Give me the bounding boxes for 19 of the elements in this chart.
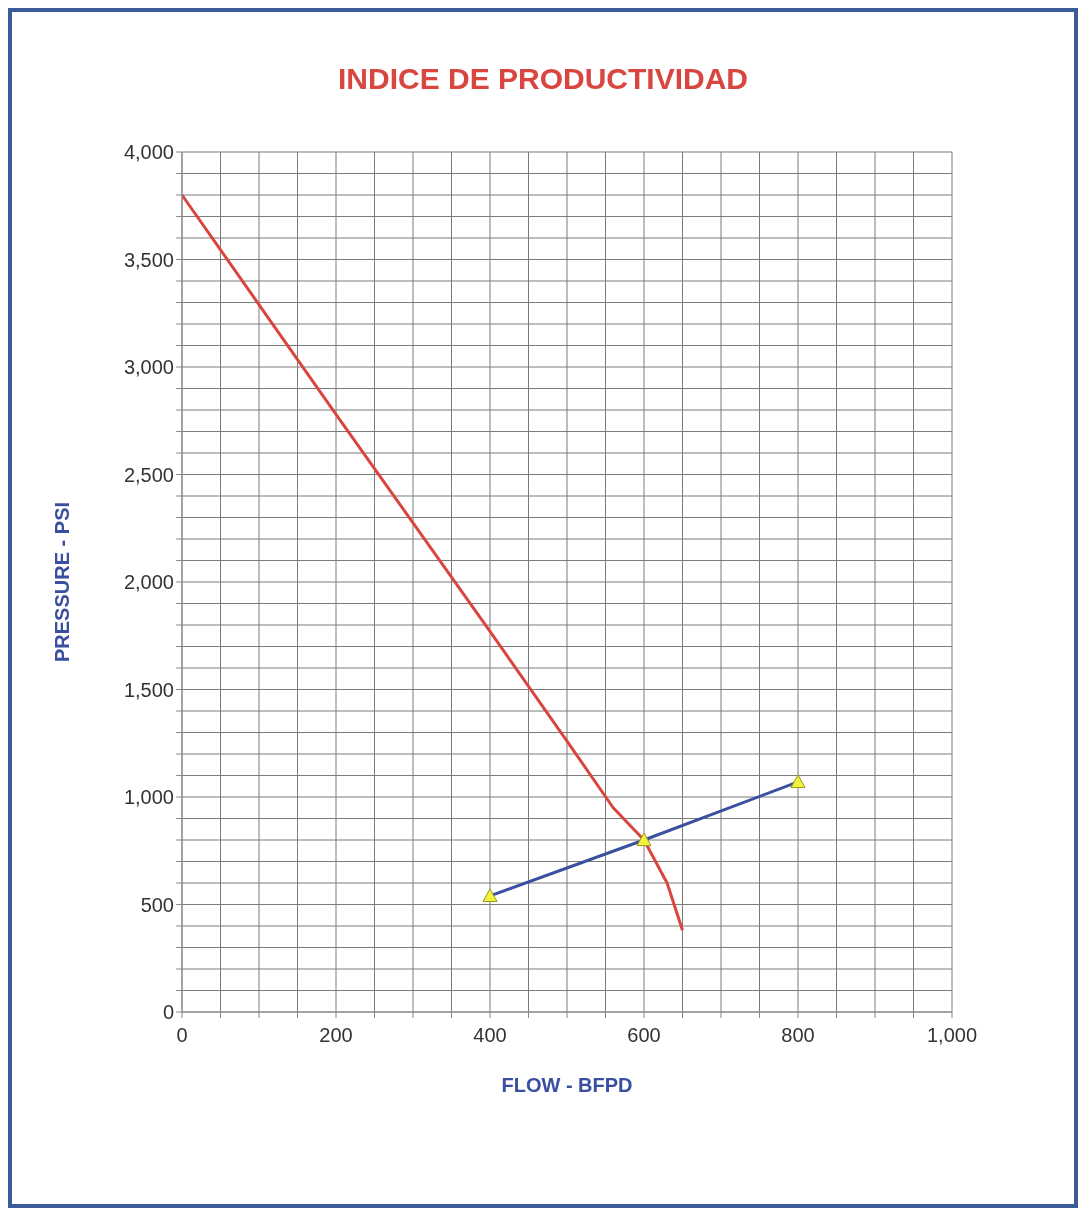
y-tick-label: 0 <box>162 1001 174 1024</box>
x-tick-label: 400 <box>473 1024 507 1047</box>
chart-title: INDICE DE PRODUCTIVIDAD <box>337 62 749 97</box>
x-tick-label: 1,000 <box>926 1024 978 1047</box>
x-tick-label: 600 <box>627 1024 661 1047</box>
x-tick-label: 200 <box>319 1024 353 1047</box>
y-tick-label: 2,500 <box>123 463 174 486</box>
y-tick-label: 3,500 <box>123 248 174 271</box>
y-tick-label: 1,000 <box>123 786 174 809</box>
y-tick-label: 2,000 <box>123 571 174 594</box>
x-tick-label: 800 <box>781 1024 815 1047</box>
y-axis-title: PRESSURE - PSI <box>51 501 74 663</box>
line-series <box>182 193 684 932</box>
x-tick-label: 0 <box>176 1024 188 1047</box>
y-tick-label: 4,000 <box>123 141 174 164</box>
y-tick-label: 500 <box>140 893 174 916</box>
y-tick-label: 1,500 <box>123 678 174 701</box>
y-tick-label: 3,000 <box>123 356 174 379</box>
x-axis-title: FLOW - BFPD <box>501 1074 633 1096</box>
